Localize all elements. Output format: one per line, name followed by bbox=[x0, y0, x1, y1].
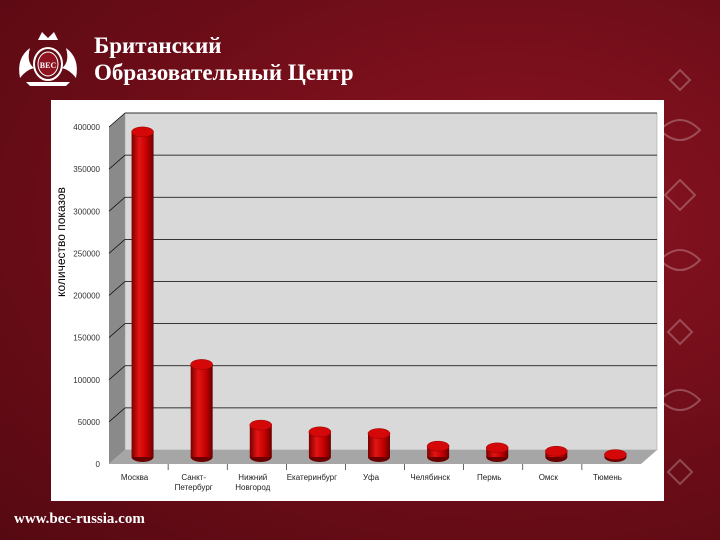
y-tick-label: 200000 bbox=[73, 292, 100, 301]
bar-8 bbox=[604, 449, 627, 462]
y-tick-label: 400000 bbox=[73, 123, 100, 132]
logo-text: BEC bbox=[40, 61, 57, 70]
bar-top bbox=[308, 426, 332, 438]
x-tick-label: Пермь bbox=[477, 473, 501, 482]
footer-url[interactable]: www.bec-russia.com bbox=[14, 511, 145, 527]
y-axis-label: количество показов bbox=[54, 187, 68, 297]
bar-1 bbox=[190, 359, 213, 462]
crest-logo-icon: BEC bbox=[19, 32, 77, 86]
bar-chart: 0 50000 100000 150000 200000 250000 300000 3500… bbox=[54, 112, 658, 492]
grid-line-side bbox=[108, 196, 126, 212]
y-tick-label: 150000 bbox=[73, 334, 100, 343]
bar-body bbox=[427, 446, 450, 457]
bar-0 bbox=[131, 126, 154, 462]
grid-line-side bbox=[108, 112, 126, 128]
x-tick-label: Екатеринбург bbox=[287, 473, 337, 482]
bar-top bbox=[426, 440, 450, 452]
chart-panel: 0 50000 100000 150000 200000 250000 300000 3500… bbox=[51, 100, 664, 501]
x-tick-label: Уфа bbox=[363, 473, 380, 482]
x-tick-label: Тюмень bbox=[593, 473, 622, 482]
slide-header: BEC Британский Образовательный Центр bbox=[0, 0, 720, 100]
grid-line-side bbox=[108, 281, 126, 296]
x-tick-label: Омск bbox=[539, 473, 559, 482]
y-tick-label: 50000 bbox=[78, 418, 101, 427]
y-tick-label: 100000 bbox=[73, 376, 100, 385]
bar-top bbox=[131, 126, 154, 138]
bar-body bbox=[190, 364, 213, 457]
bar-body bbox=[249, 425, 272, 457]
grid-line-side bbox=[108, 154, 126, 170]
bar-body bbox=[308, 431, 331, 457]
x-tick-label: Санкт-Петербург bbox=[175, 473, 213, 492]
bar-4 bbox=[367, 428, 391, 462]
bar-7 bbox=[545, 445, 568, 462]
bar-top bbox=[545, 445, 568, 457]
bar-5 bbox=[426, 440, 450, 462]
brand-name: Британский Образовательный Центр bbox=[94, 32, 354, 86]
x-tick-label: Москва bbox=[121, 473, 149, 482]
bar-top bbox=[367, 428, 391, 439]
brand-line-1: Британский bbox=[94, 33, 222, 58]
bar-2 bbox=[249, 419, 273, 462]
bar-3 bbox=[308, 426, 332, 462]
grid-line-side bbox=[108, 407, 126, 423]
y-tick-label: 300000 bbox=[73, 207, 100, 216]
x-tick-label: Челябинск bbox=[410, 473, 450, 482]
bar-top bbox=[485, 442, 509, 454]
grid-line-side bbox=[108, 239, 126, 254]
bar-top bbox=[190, 359, 213, 370]
y-tick-label: 0 bbox=[96, 460, 101, 469]
bar-6 bbox=[485, 442, 509, 462]
ornament-pattern-icon bbox=[659, 68, 702, 486]
bar-body bbox=[368, 433, 390, 457]
x-tick-label: Нижний Новгород bbox=[235, 473, 270, 492]
grid-line-side bbox=[108, 323, 126, 338]
bar-body bbox=[131, 131, 154, 457]
y-tick-label: 250000 bbox=[73, 249, 100, 258]
bar-top bbox=[249, 419, 273, 431]
grid-line-side bbox=[108, 365, 126, 381]
brand-line-2: Образовательный Центр bbox=[94, 60, 354, 85]
y-tick-label: 350000 bbox=[73, 165, 100, 174]
bar-top bbox=[604, 449, 627, 460]
